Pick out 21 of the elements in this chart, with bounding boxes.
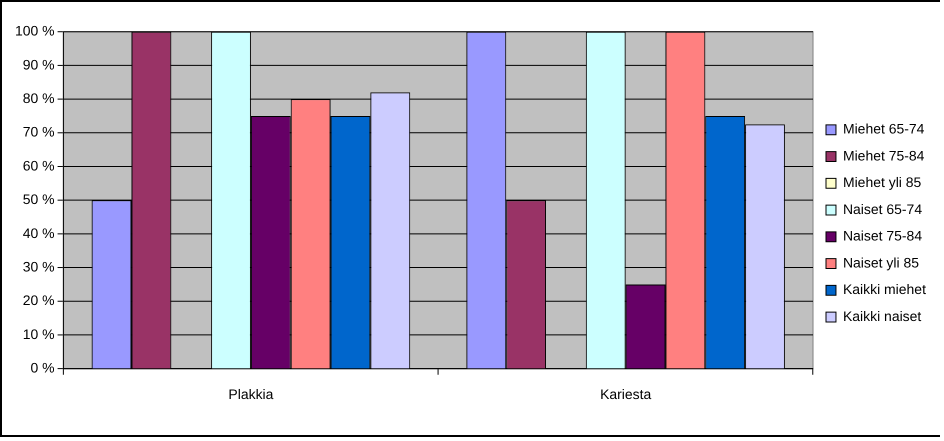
legend-label: Naiset yli 85 — [842, 254, 920, 270]
legend-label: Miehet yli 85 — [842, 174, 922, 190]
x-tick-label: Kariesta — [600, 386, 652, 402]
y-tick-label: 50 % — [22, 191, 55, 208]
legend-label: Miehet 75-84 — [842, 147, 925, 164]
y-tick-label: 0 % — [30, 360, 55, 376]
legend-label: Naiset 75-84 — [842, 228, 922, 244]
x-tick-label: Plakkia — [228, 386, 274, 402]
y-tick-label: 100 % — [15, 22, 55, 39]
y-tick-label: 10 % — [22, 326, 55, 342]
y-tick-label: 20 % — [22, 292, 55, 308]
y-tick-label: 30 % — [22, 258, 55, 274]
legend-label: Naiset 65-74 — [842, 200, 922, 217]
y-tick-label: 70 % — [22, 124, 55, 140]
y-tick-label: 90 % — [22, 56, 55, 72]
y-tick-label: 40 % — [22, 224, 55, 241]
y-tick-label: 60 % — [22, 157, 55, 174]
y-tick-label: 80 % — [22, 90, 55, 106]
legend-label: Miehet 65-74 — [842, 120, 925, 137]
legend-label: Kaikki naiset — [842, 308, 922, 324]
legend-label: Kaikki miehet — [842, 281, 926, 298]
